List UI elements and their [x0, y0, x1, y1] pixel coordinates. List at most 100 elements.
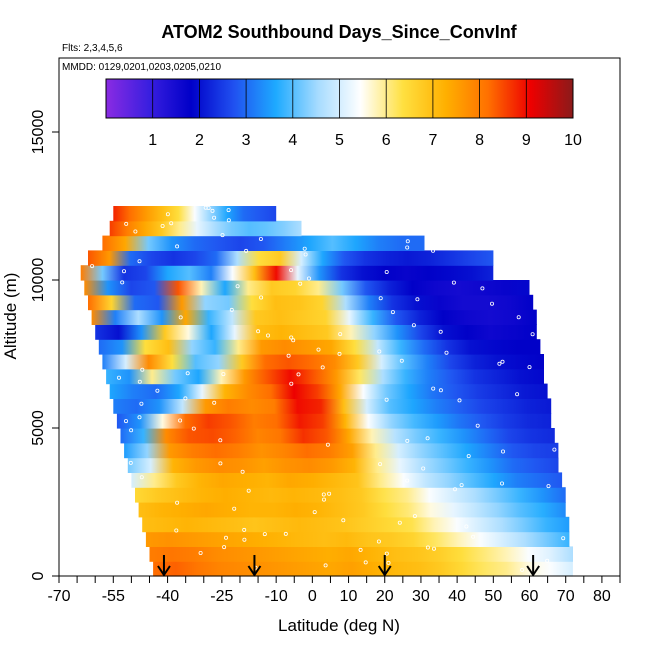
x-tick-label: -25: [210, 588, 233, 605]
sample-marker: [191, 426, 196, 431]
x-tick-label: -40: [156, 588, 179, 605]
colorbar-tick-label: 9: [522, 132, 531, 149]
sample-marker: [530, 332, 535, 337]
sample-marker: [212, 400, 217, 405]
sample-marker: [306, 276, 311, 281]
sample-marker: [128, 460, 133, 465]
colorbar: 1 2 3 4 5 6 7 8 9 10: [105, 78, 582, 149]
sample-marker: [240, 469, 245, 474]
sample-marker: [384, 397, 389, 402]
sample-marker: [377, 349, 382, 354]
sample-marker: [516, 315, 521, 320]
heat-band: [142, 516, 570, 533]
sample-marker: [178, 418, 183, 423]
sample-marker: [497, 361, 502, 366]
sample-marker: [296, 372, 301, 377]
x-tick-label: 80: [593, 588, 611, 605]
sample-marker: [399, 358, 404, 363]
sample-marker: [457, 398, 462, 403]
sample-marker: [133, 229, 138, 234]
sample-marker: [221, 372, 226, 377]
sample-marker: [438, 329, 443, 334]
axes: -70 -55 -40 -25 -10 0 10 20 30 40 50 60 70 80 0 5000 100…: [30, 110, 621, 605]
sample-marker: [358, 547, 363, 552]
sample-marker: [320, 365, 325, 370]
sample-marker: [325, 442, 330, 447]
flight-arrows: [157, 555, 540, 577]
sample-marker: [405, 245, 410, 250]
sample-marker: [312, 510, 317, 515]
sample-marker: [338, 332, 343, 337]
sample-marker: [124, 221, 129, 226]
sample-marker: [210, 208, 215, 213]
sample-marker: [378, 296, 383, 301]
y-tick-label: 5000: [30, 410, 47, 446]
sample-marker: [122, 269, 127, 274]
sample-markers: [90, 205, 566, 572]
sample-marker: [175, 500, 180, 505]
heat-band: [106, 368, 544, 385]
colorbar-tick-label: 5: [335, 132, 344, 149]
x-tick-label: -55: [102, 588, 125, 605]
flight-arrow-head: [157, 565, 171, 577]
heat-band: [116, 413, 552, 429]
sample-marker: [321, 497, 326, 502]
heat-band: [95, 324, 537, 340]
chart-title: ATOM2 Southbound Days_Since_ConvInf: [161, 22, 517, 42]
x-axis-label: Latitude (deg N): [278, 616, 400, 635]
sample-marker: [390, 310, 395, 315]
sample-marker: [384, 551, 389, 556]
sample-marker: [90, 264, 95, 269]
sample-marker: [327, 491, 332, 496]
heat-band: [91, 309, 537, 325]
sample-marker: [183, 396, 188, 401]
sample-marker: [323, 563, 328, 568]
sample-marker: [337, 351, 342, 356]
sample-marker: [283, 531, 288, 536]
heat-band: [88, 294, 534, 311]
sample-marker: [405, 478, 410, 483]
sample-marker: [444, 350, 449, 355]
x-tick-label: 40: [448, 588, 466, 605]
sample-marker: [341, 518, 346, 523]
sample-marker: [438, 388, 443, 393]
sample-marker: [316, 347, 321, 352]
sample-marker: [258, 236, 263, 241]
sample-marker: [220, 233, 225, 238]
sample-marker: [397, 520, 402, 525]
sample-marker: [218, 461, 223, 466]
sample-marker: [452, 487, 457, 492]
x-tick-label: 0: [308, 588, 317, 605]
sample-marker: [155, 388, 160, 393]
sample-marker: [384, 269, 389, 274]
x-tick-label: 70: [557, 588, 575, 605]
heat-band: [153, 561, 573, 577]
heatmap-cells: [80, 206, 573, 577]
sample-marker: [520, 567, 525, 572]
sample-marker: [137, 259, 142, 264]
sample-marker: [405, 438, 410, 443]
plot-frame: [58, 57, 621, 577]
heat-band: [145, 531, 570, 547]
colorbar-tick-label: 8: [475, 132, 484, 149]
sample-marker: [178, 315, 183, 320]
sample-marker: [226, 208, 231, 213]
heat-band: [124, 442, 559, 459]
sample-marker: [298, 281, 303, 286]
sample-marker: [466, 454, 471, 459]
sample-marker: [321, 492, 326, 497]
sample-marker: [265, 333, 270, 338]
heat-band: [109, 383, 548, 399]
sample-marker: [515, 392, 520, 397]
sample-marker: [223, 535, 228, 540]
sample-marker: [137, 415, 142, 420]
heat-band: [127, 457, 559, 473]
sample-marker: [303, 252, 308, 257]
sample-marker: [212, 215, 217, 220]
sample-marker: [222, 545, 227, 550]
sample-marker: [174, 528, 179, 533]
sample-marker: [480, 286, 485, 291]
sample-marker: [430, 248, 435, 253]
sample-marker: [552, 447, 557, 452]
